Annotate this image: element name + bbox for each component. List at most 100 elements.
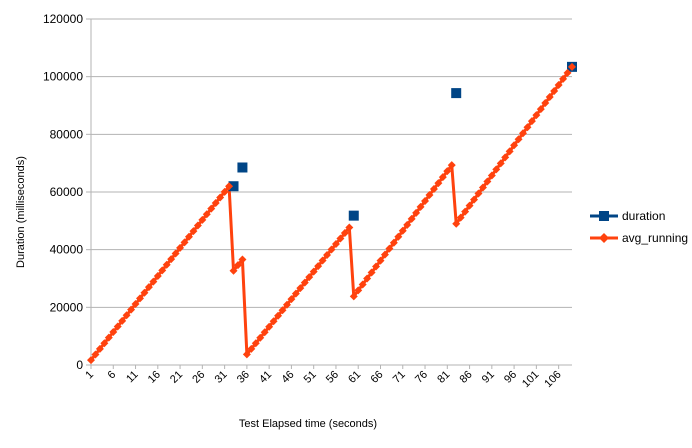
data-point-avg_running	[349, 292, 358, 301]
legend-marker-duration	[599, 211, 609, 221]
data-point-avg_running	[260, 328, 269, 337]
data-point-avg_running	[282, 300, 291, 309]
x-tick-label: 106	[542, 369, 563, 390]
data-point-avg_running	[167, 255, 176, 264]
data-point-avg_running	[207, 204, 216, 213]
legend-marker-avg_running	[599, 233, 609, 243]
data-point-avg_running	[113, 322, 122, 331]
data-point-avg_running	[87, 356, 95, 365]
series-lines	[89, 65, 574, 362]
data-point-avg_running	[100, 339, 109, 348]
x-tick-label: 66	[368, 369, 385, 386]
data-point-avg_running	[274, 311, 283, 320]
data-point-avg_running	[336, 234, 345, 243]
data-point-avg_running	[510, 141, 519, 150]
data-point-avg_running	[323, 251, 332, 260]
data-point-avg_running	[162, 260, 171, 269]
data-point-avg_running	[514, 135, 523, 144]
data-point-avg_running	[443, 167, 452, 176]
x-tick-label: 26	[190, 369, 207, 386]
data-point-avg_running	[545, 93, 554, 102]
data-point-avg_running	[122, 311, 131, 320]
data-point-avg_running	[568, 62, 576, 71]
data-point-avg_running	[385, 244, 394, 253]
x-tick-label: 11	[124, 369, 141, 386]
data-point-avg_running	[135, 294, 144, 303]
x-tick-label: 36	[235, 369, 252, 386]
data-point-avg_running	[127, 305, 136, 314]
data-point-avg_running	[456, 213, 465, 222]
series-line-avg_running	[89, 65, 574, 362]
data-point-avg_running	[296, 284, 305, 293]
legend: duration avg_running	[590, 209, 688, 245]
data-point-avg_running	[198, 215, 207, 224]
data-point-avg_running	[305, 273, 314, 282]
data-point-avg_running	[331, 240, 340, 249]
y-axis-title: Duration (milliseconds)	[15, 156, 27, 268]
data-point-avg_running	[519, 129, 528, 138]
data-point-avg_running	[398, 226, 407, 235]
x-tick-label: 71	[391, 369, 408, 386]
data-point-avg_running	[554, 80, 563, 89]
x-tick-label: 81	[435, 369, 452, 386]
y-tick-label: 60000	[50, 185, 84, 199]
data-point-avg_running	[465, 201, 474, 210]
data-point-avg_running	[376, 256, 385, 265]
x-tick-label: 16	[146, 369, 163, 386]
data-point-avg_running	[309, 267, 318, 276]
data-point-avg_running	[501, 153, 510, 162]
legend-label-avg_running: avg_running	[622, 231, 688, 245]
data-point-avg_running	[523, 123, 532, 132]
data-point-avg_running	[247, 344, 256, 353]
data-point-avg_running	[559, 74, 568, 83]
y-tick-label: 120000	[43, 12, 83, 26]
x-axis-title: Test Elapsed time (seconds)	[239, 418, 377, 430]
data-point-avg_running	[505, 147, 514, 156]
data-point-avg_running	[438, 173, 447, 182]
data-point-avg_running	[238, 255, 247, 264]
data-point-duration	[228, 181, 239, 192]
x-tick-label: 51	[302, 369, 319, 386]
data-point-avg_running	[429, 185, 438, 194]
data-point-avg_running	[532, 111, 541, 120]
x-tick-label: 76	[413, 369, 430, 386]
x-tick-label: 101	[520, 369, 541, 390]
data-point-avg_running	[541, 99, 550, 108]
data-point-avg_running	[407, 214, 416, 223]
data-point-avg_running	[354, 286, 363, 295]
data-point-avg_running	[345, 223, 354, 232]
data-point-avg_running	[91, 350, 100, 359]
x-tick-label: 1	[83, 369, 96, 382]
data-point-avg_running	[416, 202, 425, 211]
y-tick-label: 20000	[50, 300, 84, 314]
data-point-avg_running	[202, 210, 211, 219]
data-point-avg_running	[180, 238, 189, 247]
axes	[86, 18, 572, 369]
data-point-avg_running	[229, 266, 238, 275]
x-tick-labels: 1 6 11 16 21 26 31 36 41 46 51 56 61 66 71 76 81 86 91 96 10…	[83, 369, 563, 390]
data-point-avg_running	[425, 191, 434, 200]
data-point-avg_running	[211, 199, 220, 208]
data-point-avg_running	[496, 159, 505, 168]
data-point-avg_running	[118, 316, 127, 325]
x-tick-label: 56	[324, 369, 341, 386]
data-point-avg_running	[483, 177, 492, 186]
data-point-avg_running	[287, 295, 296, 304]
data-point-avg_running	[220, 187, 229, 196]
data-point-avg_running	[470, 195, 479, 204]
data-point-avg_running	[233, 261, 242, 270]
data-point-avg_running	[461, 207, 470, 216]
data-point-avg_running	[340, 228, 349, 237]
data-point-duration	[451, 88, 462, 99]
data-point-avg_running	[536, 105, 545, 114]
data-point-avg_running	[394, 232, 403, 241]
data-point-avg_running	[104, 333, 113, 342]
data-point-avg_running	[372, 262, 381, 271]
data-point-avg_running	[109, 328, 118, 337]
data-point-avg_running	[474, 189, 483, 198]
x-tick-label: 41	[257, 369, 274, 386]
x-tick-label: 46	[279, 369, 296, 386]
legend-label-duration: duration	[622, 209, 665, 223]
x-tick-label: 21	[168, 369, 185, 386]
